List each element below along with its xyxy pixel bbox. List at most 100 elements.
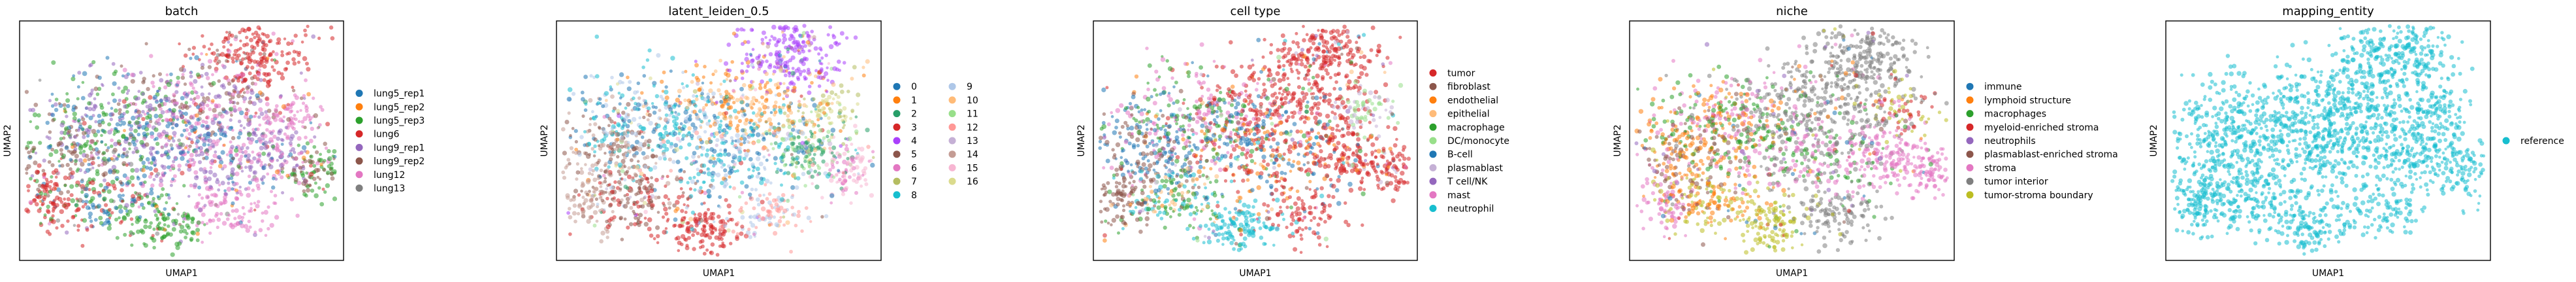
point-6: [602, 173, 606, 178]
point-4: [786, 26, 790, 31]
point-lung5-rep3: [118, 216, 121, 220]
point-8: [681, 82, 684, 86]
point-lung9-rep2: [193, 97, 197, 101]
point-lung5-rep2: [195, 113, 199, 118]
point-lung5-rep1: [207, 143, 210, 147]
point-lung5-rep1: [150, 187, 153, 192]
point-lung12: [110, 128, 114, 132]
point-lung5-rep1: [197, 185, 201, 190]
point-lung5-rep3: [121, 89, 125, 94]
point-lung9-rep2: [316, 175, 320, 179]
point-lung5-rep3: [332, 196, 338, 202]
point-lung5-rep3: [99, 183, 103, 188]
point-lung9-rep1: [193, 79, 198, 84]
point-lung5-rep3: [121, 215, 127, 220]
point-lung9-rep2: [69, 167, 72, 171]
point-3: [667, 198, 670, 201]
point-1: [737, 111, 741, 115]
point-8: [716, 153, 720, 158]
point-11: [786, 199, 790, 203]
point-tumor: [1312, 230, 1317, 235]
point-mast: [1145, 46, 1149, 50]
point-lung12: [255, 183, 261, 188]
point-12: [804, 206, 809, 210]
point-lung12: [137, 205, 141, 209]
point-0: [723, 149, 728, 153]
legend-item: 12: [948, 122, 978, 133]
point-lung12: [299, 109, 302, 112]
point-4: [818, 46, 822, 50]
point-tumor: [1296, 71, 1301, 75]
point-lung5-rep3: [143, 180, 147, 185]
point-lung12: [216, 139, 220, 143]
point-7: [834, 93, 838, 96]
point-lung5-rep1: [88, 211, 93, 217]
point-lung5-rep3: [158, 113, 163, 119]
point-14: [587, 171, 592, 175]
point-0: [598, 97, 602, 101]
point-5: [628, 222, 634, 226]
point-15: [753, 88, 758, 92]
legend-label: 0: [911, 82, 917, 92]
point-9: [572, 92, 576, 96]
point-lung9-rep1: [207, 138, 213, 143]
point-lung9-rep1: [122, 112, 126, 116]
point-1: [711, 73, 715, 77]
point-lung5-rep3: [48, 152, 54, 157]
legend-marker: [893, 110, 901, 118]
point-14: [590, 173, 594, 177]
point-lung6: [305, 62, 309, 66]
point-lung5-rep3: [159, 193, 164, 198]
point-0: [743, 113, 747, 116]
point-12: [811, 162, 815, 167]
point-lung5-rep1: [88, 215, 92, 219]
point-8: [707, 119, 711, 123]
point-11: [792, 172, 796, 176]
point-14: [581, 196, 585, 200]
point-lung12: [207, 200, 212, 205]
point-9: [711, 91, 716, 96]
point-lung6: [198, 108, 203, 113]
point-14: [595, 219, 599, 223]
point-12: [767, 192, 772, 196]
point-10: [714, 131, 719, 136]
point-4: [792, 27, 795, 30]
point-1: [786, 105, 792, 110]
point-lung6: [317, 36, 321, 41]
point-lung9-rep2: [207, 65, 212, 69]
legend-marker: [948, 82, 956, 90]
point-lung9-rep1: [187, 167, 192, 172]
point-12: [738, 207, 743, 213]
point-3: [672, 224, 676, 228]
point-lung5-rep3: [174, 222, 178, 226]
point-lung6: [330, 36, 335, 41]
point-dc-monocyte: [1323, 236, 1329, 241]
point-epithelial: [1180, 190, 1185, 196]
x-axis-label: UMAP1: [703, 268, 735, 279]
point-lung9-rep2: [212, 107, 217, 113]
point-lung5-rep1: [171, 177, 175, 181]
point-lung9-rep1: [248, 97, 251, 100]
point-3: [700, 232, 704, 238]
point-0: [777, 122, 781, 126]
point-lung12: [214, 69, 218, 73]
point-14: [561, 170, 566, 175]
point-7: [856, 92, 861, 97]
point-macrophage: [1302, 133, 1307, 139]
point-1: [728, 120, 733, 124]
point-lung9-rep1: [299, 71, 303, 75]
point-4: [779, 57, 784, 62]
point-lung5-rep3: [78, 150, 83, 155]
point-0: [651, 105, 656, 109]
point-lung12: [163, 85, 168, 90]
point-10: [728, 115, 733, 120]
point-lung5-rep1: [102, 208, 106, 212]
point-0: [706, 95, 711, 99]
point-1: [732, 31, 736, 36]
point-lung9-rep2: [74, 162, 78, 166]
point-2: [846, 156, 850, 160]
point-1: [769, 122, 773, 126]
point-5: [820, 215, 824, 219]
point-8: [594, 34, 600, 39]
point-lung9-rep1: [238, 185, 242, 189]
